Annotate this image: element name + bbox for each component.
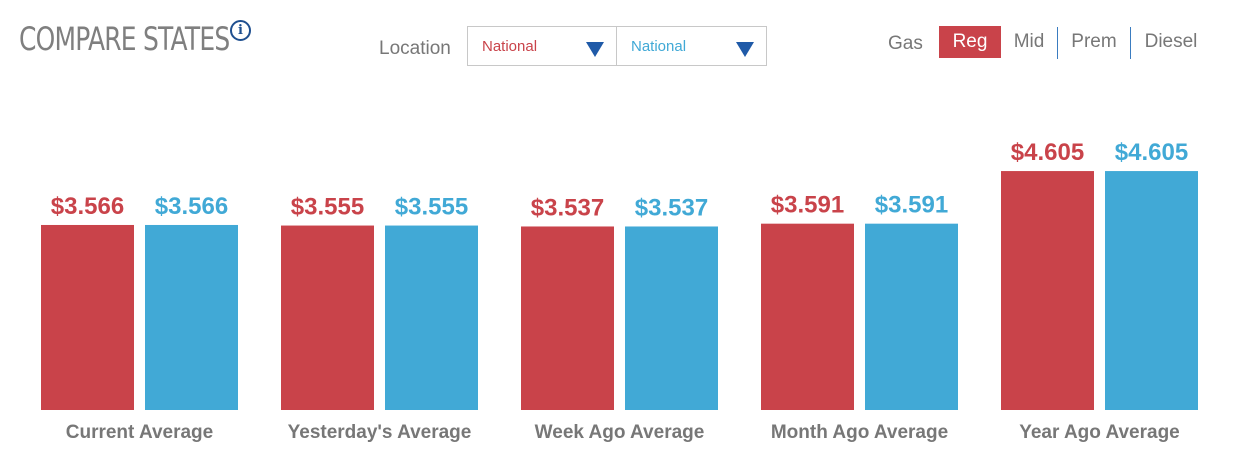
bar-value-label: $3.591 bbox=[771, 192, 844, 219]
location-select-b-value: National bbox=[631, 38, 687, 55]
bar-a-4 bbox=[1001, 171, 1094, 410]
bar-b-3 bbox=[865, 223, 958, 410]
bar-value-label: $3.566 bbox=[155, 193, 228, 220]
category-label: Month Ago Average bbox=[771, 422, 948, 443]
bar-b-1 bbox=[385, 225, 478, 410]
bar-value-label: $4.605 bbox=[1011, 139, 1084, 166]
caret-down-icon bbox=[736, 42, 754, 57]
gas-label: Gas bbox=[888, 33, 923, 54]
category-label: Week Ago Average bbox=[535, 422, 705, 443]
bar-value-label: $3.566 bbox=[51, 193, 124, 220]
bar-b-2 bbox=[625, 226, 718, 410]
bar-a-1 bbox=[281, 225, 374, 410]
bar-value-label: $3.537 bbox=[635, 194, 708, 221]
info-icon[interactable]: i bbox=[230, 20, 251, 41]
bar-b-0 bbox=[145, 224, 238, 410]
location-select-a-value: National bbox=[482, 38, 538, 55]
tab-divider bbox=[1130, 27, 1131, 59]
bar-value-label: $3.537 bbox=[531, 194, 604, 221]
location-select-a[interactable]: National bbox=[467, 26, 617, 66]
fuel-tab-diesel[interactable]: Diesel bbox=[1144, 31, 1198, 52]
location-label: Location bbox=[379, 38, 451, 59]
bar-a-3 bbox=[761, 223, 854, 410]
tab-divider bbox=[1057, 27, 1058, 59]
page-title: COMPARE STATES bbox=[19, 20, 230, 58]
category-label: Current Average bbox=[66, 422, 213, 443]
bar-b-4 bbox=[1105, 171, 1198, 410]
caret-down-icon bbox=[586, 42, 604, 57]
fuel-tab-mid[interactable]: Mid bbox=[1013, 31, 1045, 52]
bar-value-label: $3.555 bbox=[291, 194, 364, 221]
bar-a-0 bbox=[41, 224, 134, 410]
location-select-b[interactable]: National bbox=[617, 26, 767, 66]
bar-a-2 bbox=[521, 226, 614, 410]
bar-value-label: $3.555 bbox=[395, 194, 468, 221]
price-comparison-chart: $3.566 $3.566 Current Average $3.555 $3.555 Y… bbox=[41, 139, 1198, 443]
fuel-tab-prem[interactable]: Prem bbox=[1071, 31, 1117, 52]
bar-value-label: $4.605 bbox=[1115, 139, 1188, 166]
category-label: Year Ago Average bbox=[1019, 422, 1180, 443]
bar-value-label: $3.591 bbox=[875, 192, 948, 219]
category-label: Yesterday's Average bbox=[288, 422, 472, 443]
fuel-tab-reg[interactable]: Reg bbox=[939, 26, 1001, 58]
